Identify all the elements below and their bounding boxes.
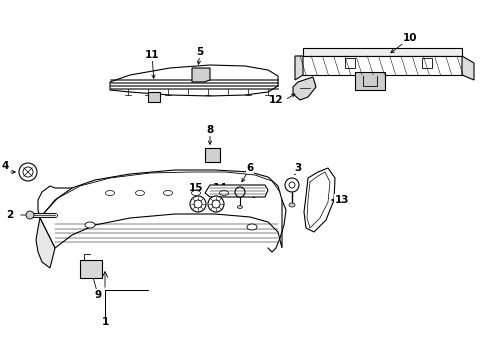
Circle shape (23, 167, 33, 177)
Circle shape (285, 178, 298, 192)
Circle shape (207, 196, 224, 212)
Circle shape (19, 163, 37, 181)
Ellipse shape (246, 224, 257, 230)
Circle shape (288, 182, 294, 188)
Circle shape (212, 200, 220, 208)
FancyBboxPatch shape (204, 148, 220, 162)
Polygon shape (292, 77, 315, 100)
Text: 9: 9 (94, 290, 102, 300)
Text: 8: 8 (206, 125, 213, 135)
Text: 10: 10 (402, 33, 416, 43)
Circle shape (235, 187, 244, 197)
Text: 7: 7 (250, 190, 257, 200)
Text: 5: 5 (196, 47, 203, 57)
Ellipse shape (191, 190, 200, 195)
Ellipse shape (163, 190, 172, 195)
Text: 2: 2 (6, 210, 14, 220)
Polygon shape (36, 218, 55, 268)
Text: 14: 14 (212, 183, 227, 193)
Ellipse shape (85, 222, 95, 228)
Polygon shape (294, 56, 303, 80)
Polygon shape (461, 56, 473, 80)
Circle shape (26, 211, 34, 219)
Text: 13: 13 (334, 195, 348, 205)
Circle shape (194, 200, 202, 208)
Ellipse shape (135, 190, 144, 195)
Polygon shape (192, 68, 209, 82)
Text: 4: 4 (1, 161, 9, 171)
Ellipse shape (219, 190, 228, 195)
FancyBboxPatch shape (421, 58, 431, 68)
Text: 3: 3 (294, 163, 301, 173)
Polygon shape (303, 48, 461, 56)
Polygon shape (294, 56, 461, 75)
Ellipse shape (288, 203, 294, 207)
FancyBboxPatch shape (80, 260, 102, 278)
Ellipse shape (105, 190, 114, 195)
Polygon shape (204, 185, 267, 197)
Ellipse shape (237, 206, 242, 208)
Polygon shape (304, 168, 334, 232)
Text: 1: 1 (101, 317, 108, 327)
Circle shape (190, 196, 205, 212)
Text: 6: 6 (246, 163, 253, 173)
FancyBboxPatch shape (354, 72, 384, 90)
Polygon shape (110, 65, 278, 96)
Text: 12: 12 (268, 95, 283, 105)
Polygon shape (148, 92, 160, 102)
Text: 11: 11 (144, 50, 159, 60)
Polygon shape (40, 170, 282, 248)
FancyBboxPatch shape (345, 58, 354, 68)
Text: 15: 15 (188, 183, 203, 193)
